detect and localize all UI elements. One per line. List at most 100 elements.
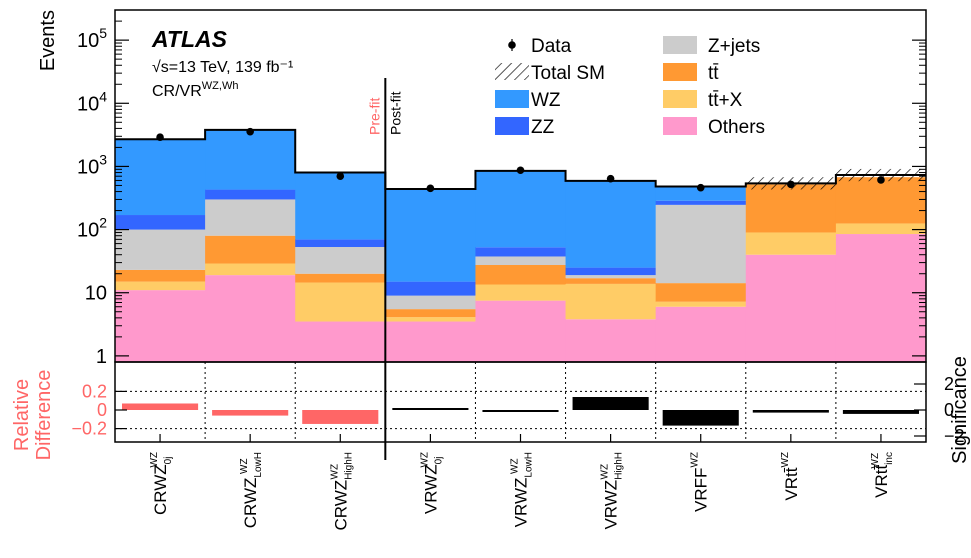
- legend-label-2: WZ: [531, 90, 561, 111]
- bar-tt-5: [565, 278, 657, 284]
- bar-ttx-1: [205, 263, 296, 276]
- bar-zjets-6: [655, 204, 747, 284]
- bar-tt-0: [115, 269, 206, 282]
- postfit-label: Post-fit: [387, 91, 403, 135]
- legend-label-0: Data: [531, 36, 572, 57]
- category-label-3: VRWZ0jWZ: [419, 452, 444, 514]
- legend-swatch-right-2: [663, 90, 697, 108]
- legend-data-marker: [508, 41, 516, 49]
- legend-label-3: ZZ: [531, 117, 555, 138]
- bar-wz-0: [115, 139, 206, 216]
- bar-ttx-8: [835, 223, 927, 235]
- prefit-label: Pre-fit: [366, 98, 382, 135]
- bar-zjets-5: [565, 275, 657, 279]
- bar-ttx-3: [385, 317, 476, 322]
- reldiff-axis-title-1: Relative: [11, 379, 33, 451]
- significance-bar-7: [752, 410, 829, 413]
- reldiff-bar-1: [212, 410, 289, 416]
- bar-tt-4: [475, 264, 567, 285]
- bar-zjets-1: [205, 199, 296, 236]
- reldiff-bar-0: [122, 403, 199, 410]
- y-tick-label-4: 104: [77, 88, 107, 115]
- legend-swatch-right-3: [663, 117, 697, 135]
- data-point-1: [246, 127, 254, 136]
- bar-tt-2: [295, 273, 386, 283]
- legend-swatch-right-0: [663, 36, 697, 54]
- legend-label-right-0: Z+jets: [708, 36, 760, 57]
- category-label-0: CRWZ0jWZ: [149, 452, 174, 515]
- energy-lumi-label: √s=13 TeV, 139 fb⁻¹: [152, 59, 293, 76]
- lower-frame: [114, 361, 927, 443]
- bar-zz-0: [115, 215, 206, 230]
- legend-swatch-zz: [495, 117, 529, 135]
- y-tick-label-3: 103: [77, 151, 107, 178]
- significance-tick-label-2: −2: [944, 426, 965, 446]
- bar-wz-2: [295, 172, 386, 240]
- significance-bar-4: [482, 410, 559, 412]
- reldiff-tick-label-2: −0.2: [71, 419, 107, 439]
- significance-bar-3: [392, 408, 469, 410]
- bar-others-2: [295, 321, 386, 362]
- category-label-1: CRWZLowHWZ: [239, 452, 264, 528]
- y-tick-label-2: 102: [77, 215, 107, 242]
- bar-zjets-0: [115, 229, 206, 270]
- bar-others-6: [655, 306, 747, 362]
- bar-tt-3: [385, 309, 476, 318]
- bar-zz-5: [565, 267, 657, 276]
- data-point-8: [877, 176, 885, 184]
- bar-others-8: [835, 234, 927, 362]
- bar-zz-3: [385, 281, 476, 296]
- legend-swatch-right-1: [663, 63, 697, 81]
- data-point-2: [336, 172, 345, 181]
- bar-wz-1: [205, 129, 296, 190]
- bar-tt-7: [745, 184, 837, 233]
- bar-tt-8: [835, 177, 927, 224]
- y-axis-title: Events: [37, 10, 59, 71]
- region-label: CR/VRWZ,Wh: [152, 80, 238, 100]
- bar-zjets-2: [295, 246, 386, 274]
- significance-bar-8: [842, 410, 919, 414]
- legend-label-1: Total SM: [531, 63, 605, 84]
- legend-label-right-2: tt̄+X: [708, 90, 743, 111]
- significance-tick-label-0: 2: [944, 374, 954, 394]
- bar-wz-6: [655, 186, 747, 201]
- reldiff-tick-label-1: 0: [97, 400, 107, 420]
- bar-tt-6: [655, 283, 747, 302]
- data-point-5: [606, 174, 615, 183]
- significance-axis-title: Significance: [949, 356, 971, 464]
- bar-wz-3: [385, 188, 476, 282]
- legend-hatch-swatch: [495, 63, 529, 80]
- legend-swatch-wz: [495, 90, 529, 108]
- category-label-2: CRWZHighHWZ: [329, 452, 354, 530]
- significance-bar-5: [572, 397, 649, 410]
- bar-zjets-4: [475, 256, 567, 265]
- bar-zjets-3: [385, 295, 476, 310]
- y-tick-label-0: 1: [96, 346, 107, 368]
- data-point-4: [516, 166, 525, 175]
- bar-others-3: [385, 321, 476, 362]
- atlas-label: ATLAS: [151, 26, 228, 52]
- bar-zz-2: [295, 239, 386, 247]
- bar-others-5: [565, 319, 657, 362]
- bar-others-4: [475, 300, 567, 362]
- bar-ttx-2: [295, 282, 386, 322]
- bar-ttx-6: [655, 301, 747, 307]
- data-point-6: [696, 183, 705, 192]
- data-point-3: [426, 184, 435, 193]
- category-label-6: VRFFWZ: [690, 452, 711, 512]
- data-point-0: [156, 133, 164, 142]
- category-label-4: VRWZLowHWZ: [510, 452, 535, 527]
- bar-zz-4: [475, 247, 567, 257]
- bar-tt-1: [205, 235, 296, 264]
- bar-ttx-5: [565, 283, 657, 320]
- data-point-7: [787, 180, 795, 189]
- significance-bar-6: [662, 410, 739, 426]
- reldiff-tick-label-0: 0.2: [82, 381, 107, 401]
- legend-label-right-3: Others: [708, 117, 765, 138]
- reldiff-bar-2: [302, 410, 379, 424]
- bar-others-1: [205, 275, 296, 362]
- bar-others-0: [115, 290, 206, 362]
- significance-tick-label-1: 0: [944, 400, 954, 420]
- category-label-7: VRtt̄WZ: [780, 452, 801, 501]
